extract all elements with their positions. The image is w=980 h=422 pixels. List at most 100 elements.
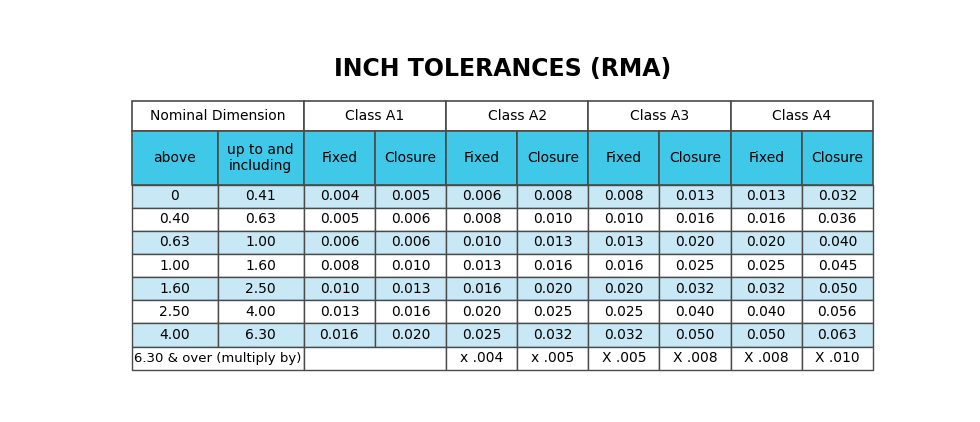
- Text: above: above: [153, 151, 196, 165]
- Text: 0.013: 0.013: [675, 189, 714, 203]
- Bar: [218, 208, 304, 231]
- Bar: [218, 131, 304, 184]
- Text: Nominal Dimension: Nominal Dimension: [150, 109, 285, 123]
- Bar: [802, 208, 873, 231]
- Text: Fixed: Fixed: [321, 151, 358, 165]
- Bar: [131, 323, 218, 346]
- Bar: [304, 208, 375, 231]
- Text: 4.00: 4.00: [160, 328, 190, 342]
- Bar: [375, 323, 446, 346]
- Text: 0.41: 0.41: [245, 189, 276, 203]
- Bar: [131, 101, 304, 131]
- Text: up to and
including: up to and including: [227, 143, 294, 173]
- Text: 0.050: 0.050: [747, 328, 786, 342]
- Text: 0.006: 0.006: [391, 212, 430, 226]
- Text: 4.00: 4.00: [245, 305, 276, 319]
- Bar: [131, 254, 218, 277]
- Bar: [588, 300, 660, 323]
- Bar: [375, 231, 446, 254]
- Bar: [517, 346, 588, 370]
- Bar: [517, 131, 588, 184]
- Bar: [304, 131, 375, 184]
- Bar: [375, 254, 446, 277]
- Text: 0.032: 0.032: [675, 282, 714, 296]
- Text: X .005: X .005: [602, 351, 646, 365]
- Bar: [304, 323, 375, 346]
- Bar: [731, 231, 802, 254]
- Bar: [802, 231, 873, 254]
- Text: x .005: x .005: [531, 351, 574, 365]
- Text: Class A1: Class A1: [345, 109, 405, 123]
- Bar: [304, 300, 375, 323]
- Text: 0.020: 0.020: [533, 282, 572, 296]
- Bar: [660, 300, 731, 323]
- Text: 0.63: 0.63: [245, 212, 276, 226]
- Text: 0.013: 0.013: [747, 189, 786, 203]
- Bar: [731, 131, 802, 184]
- Text: 0.013: 0.013: [605, 235, 644, 249]
- Text: 0.006: 0.006: [462, 189, 502, 203]
- Bar: [517, 184, 588, 208]
- Text: 0.025: 0.025: [533, 305, 572, 319]
- Bar: [588, 208, 660, 231]
- Text: 0.010: 0.010: [605, 212, 644, 226]
- Text: 0.016: 0.016: [747, 212, 786, 226]
- Text: 0.032: 0.032: [533, 328, 572, 342]
- Bar: [446, 277, 517, 300]
- Text: 0.063: 0.063: [817, 328, 858, 342]
- Bar: [131, 131, 218, 184]
- Bar: [588, 277, 660, 300]
- Bar: [375, 300, 446, 323]
- Text: 0.036: 0.036: [817, 212, 858, 226]
- Bar: [446, 231, 517, 254]
- Text: 0.020: 0.020: [747, 235, 786, 249]
- Bar: [660, 184, 731, 208]
- Text: 0.013: 0.013: [462, 259, 502, 273]
- Bar: [304, 277, 375, 300]
- Text: 1.00: 1.00: [245, 235, 276, 249]
- Text: Class A2: Class A2: [488, 109, 547, 123]
- Text: 0.040: 0.040: [817, 235, 857, 249]
- Bar: [517, 208, 588, 231]
- Text: X .008: X .008: [744, 351, 789, 365]
- Text: 0.025: 0.025: [462, 328, 502, 342]
- Text: 0.056: 0.056: [817, 305, 858, 319]
- Bar: [446, 131, 517, 184]
- Text: 0.016: 0.016: [675, 212, 714, 226]
- Bar: [304, 184, 375, 208]
- Bar: [131, 231, 218, 254]
- Text: x .004: x .004: [460, 351, 504, 365]
- Bar: [218, 300, 304, 323]
- Bar: [517, 277, 588, 300]
- Text: 0.020: 0.020: [605, 282, 644, 296]
- Text: 0.40: 0.40: [160, 212, 190, 226]
- Text: 0.045: 0.045: [817, 259, 857, 273]
- Bar: [802, 323, 873, 346]
- Bar: [731, 277, 802, 300]
- Text: 1.00: 1.00: [160, 259, 190, 273]
- Bar: [131, 208, 218, 231]
- Text: 0.013: 0.013: [319, 305, 359, 319]
- Text: 0.010: 0.010: [533, 212, 572, 226]
- Text: 0.040: 0.040: [675, 305, 714, 319]
- Text: X .010: X .010: [815, 351, 859, 365]
- Text: 0.006: 0.006: [391, 235, 430, 249]
- Text: Closure: Closure: [669, 151, 721, 165]
- Text: Fixed: Fixed: [748, 151, 784, 165]
- Bar: [375, 131, 446, 184]
- Text: Closure: Closure: [527, 151, 579, 165]
- Bar: [802, 254, 873, 277]
- Text: 0.040: 0.040: [747, 305, 786, 319]
- Text: 2.50: 2.50: [160, 305, 190, 319]
- Text: 0.008: 0.008: [319, 259, 359, 273]
- Text: 0.020: 0.020: [675, 235, 714, 249]
- Text: 0.020: 0.020: [462, 305, 502, 319]
- Bar: [660, 208, 731, 231]
- Bar: [131, 184, 218, 208]
- Text: 0.010: 0.010: [319, 282, 359, 296]
- Text: 0.013: 0.013: [391, 282, 430, 296]
- Bar: [802, 184, 873, 208]
- Text: 1.60: 1.60: [159, 282, 190, 296]
- Text: 0.016: 0.016: [604, 259, 644, 273]
- Bar: [588, 231, 660, 254]
